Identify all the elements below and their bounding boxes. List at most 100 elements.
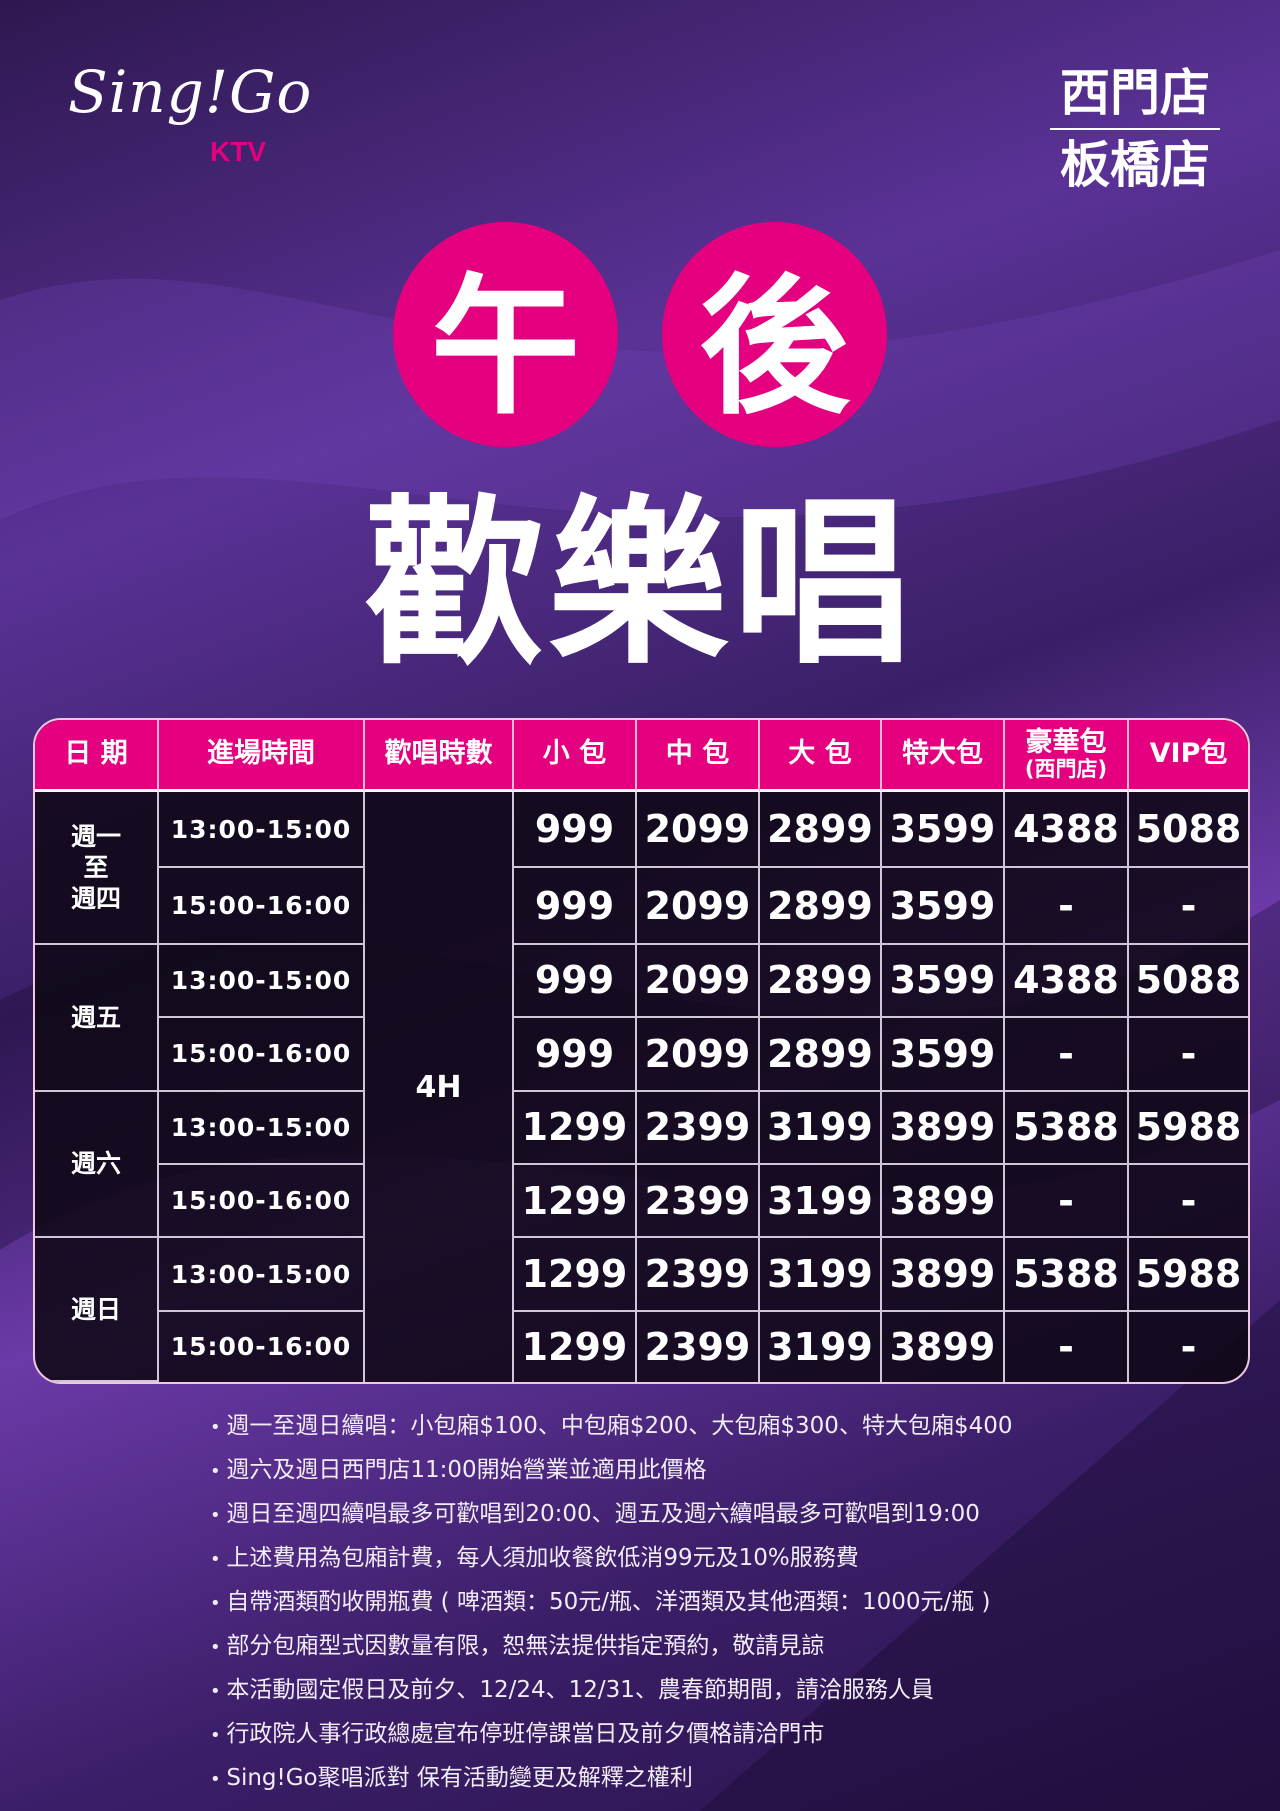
price-cell: 1299 [514, 1164, 637, 1239]
price-cell: - [1005, 1164, 1129, 1239]
price-cell: 2899 [760, 868, 882, 945]
price-cell: 2099 [637, 868, 760, 945]
note-item: 週日至週四續唱最多可歡唱到20:00、週五及週六續唱最多可歡唱到19:00 [210, 1493, 1012, 1537]
price-cell: 3199 [760, 1238, 882, 1312]
price-cell: 5388 [1005, 1091, 1129, 1165]
price-cell: - [1129, 1165, 1248, 1239]
store-list: 西門店 板橋店 [1050, 62, 1220, 196]
note-item: 本活動國定假日及前夕、12/24、12/31、農春節期間，請洽服務人員 [210, 1669, 1012, 1713]
header-deluxe: 豪華包 (西門店) [1005, 720, 1129, 792]
price-cell: - [1129, 868, 1248, 945]
price-cell: 2399 [637, 1311, 760, 1382]
price-cell: 3599 [882, 868, 1005, 945]
header-large: 大 包 [760, 720, 882, 792]
header-xlarge: 特大包 [882, 720, 1005, 792]
price-cell: 3599 [882, 1018, 1005, 1092]
header-vip: VIP包 [1129, 720, 1248, 792]
header-hours: 歡唱時數 [365, 720, 514, 792]
price-cell: 999 [514, 792, 637, 869]
price-cell: 3899 [882, 1091, 1005, 1165]
price-cell: 1299 [514, 1091, 637, 1165]
headline-circle-1: 午 [393, 222, 618, 447]
day-cell: 週日 [35, 1238, 159, 1382]
price-cell: 5988 [1129, 1092, 1248, 1165]
price-cell: - [1180, 1324, 1197, 1369]
time-cell: 13:00-15:00 [159, 792, 365, 869]
price-cell: 5088 [1129, 945, 1248, 1019]
hours-cell: 4H [365, 792, 514, 1382]
note-item: Sing!Go聚唱派對 保有活動變更及解釋之權利 [210, 1757, 1012, 1801]
day-cell: 週五 [35, 944, 159, 1092]
price-cell: 5088 [1129, 792, 1248, 869]
price-cell: 1299 [514, 1238, 637, 1312]
price-cell: 3199 [760, 1164, 882, 1239]
table-row: 週五 13:00-15:00 999 2099 2899 3599 4388 5088 [35, 944, 1248, 1092]
price-cell: 2399 [637, 1238, 760, 1312]
price-cell: 999 [514, 944, 637, 1019]
header-deluxe-label: 豪華包 [1025, 727, 1107, 759]
price-cell: 4388 [1005, 792, 1129, 869]
headline-circle-2: 後 [662, 222, 887, 447]
price-cell: 3199 [760, 1311, 882, 1382]
table-row: 15:00-16:00 1299 2399 3199 3899- - [35, 1164, 1248, 1239]
price-cell: 2899 [760, 944, 882, 1019]
time-cell: 13:00-15:00 [159, 1091, 365, 1165]
price-cell: 3899 [882, 1164, 1005, 1239]
time-cell: 15:00-16:00 [159, 1018, 365, 1092]
note-item: 自帶酒類酌收開瓶費 ( 啤酒類：50元/瓶、洋酒類及其他酒類：1000元/瓶 ) [210, 1581, 1012, 1625]
price-cell: 2099 [637, 792, 760, 869]
price-cell: - [1005, 1018, 1129, 1092]
day-cell: 週一 至 週四 [35, 792, 159, 945]
table-row: 15:00-16:00 999 2099 2899 3599- - [35, 1018, 1248, 1092]
price-cell: 2899 [760, 792, 882, 869]
price-cell: 999 [514, 868, 637, 945]
header-date: 日 期 [35, 720, 159, 792]
price-cell: 4388 [1005, 944, 1129, 1019]
store-ximen: 西門店 [1060, 64, 1210, 122]
price-cell: 5388 [1005, 1238, 1129, 1312]
price-cell: 999 [514, 1018, 637, 1092]
time-cell: 15:00-16:00 [159, 868, 365, 945]
day-cell: 週六 [35, 1091, 159, 1239]
time-cell: 13:00-15:00 [159, 1238, 365, 1312]
header-entry-time: 進場時間 [159, 720, 365, 792]
price-cell: 2899 [760, 1018, 882, 1092]
header-medium: 中 包 [637, 720, 760, 792]
note-item: 週一至週日續唱：小包廂$100、中包廂$200、大包廂$300、特大包廂$400 [210, 1405, 1012, 1449]
price-cell: - [1005, 868, 1129, 945]
price-cell: - [1129, 1018, 1248, 1092]
table-row: 週一 至 週四 13:00-15:00 4H 999 2099 2899 3599 4388 5… [35, 792, 1248, 1382]
table-row: 週六 13:00-15:00 1299 2399 3199 3899 5388 5988 [35, 1091, 1248, 1239]
table-row: 15:00-16:00 1299 2399 3199 3899- - [35, 1311, 1248, 1382]
price-cell: 2099 [637, 1018, 760, 1092]
price-cell: 3899 [882, 1238, 1005, 1312]
notes-list: 週一至週日續唱：小包廂$100、中包廂$200、大包廂$300、特大包廂$400… [210, 1405, 1012, 1801]
price-cell: 3899 [882, 1311, 1005, 1382]
time-cell: 15:00-16:00 [159, 1311, 365, 1382]
singgo-logo: Sing!Go KTV [68, 58, 313, 167]
price-cell: 2399 [637, 1164, 760, 1239]
logo-ktv: KTV [210, 136, 266, 167]
price-cell: 5988 [1129, 1238, 1248, 1312]
price-cell: 3599 [882, 792, 1005, 869]
price-cell: 1299 [514, 1311, 637, 1382]
note-item: 週六及週日西門店11:00開始營業並適用此價格 [210, 1449, 1012, 1493]
divider [1050, 128, 1220, 130]
table-row: 週日 13:00-15:00 1299 2399 3199 3899 5388 5988 [35, 1238, 1248, 1382]
store-banqiao: 板橋店 [1060, 136, 1210, 194]
header-small: 小 包 [514, 720, 637, 792]
price-cell: 3599 [882, 944, 1005, 1019]
price-table: 日 期 進場時間 歡唱時數 小 包 中 包 大 包 特大包 豪華包 (西門店) V… [33, 718, 1250, 1384]
headline-main: 歡樂唱 [363, 480, 916, 689]
note-item: 上述費用為包廂計費，每人須加收餐飲低消99元及10%服務費 [210, 1537, 1012, 1581]
note-item: 部分包廂型式因數量有限，恕無法提供指定預約，敬請見諒 [210, 1625, 1012, 1669]
price-cell: 2399 [637, 1091, 760, 1165]
price-cell: 2099 [637, 944, 760, 1019]
note-item: 行政院人事行政總處宣布停班停課當日及前夕價格請洽門市 [210, 1713, 1012, 1757]
table-row: 15:00-16:00 999 2099 2899 3599- - [35, 868, 1248, 945]
time-cell: 13:00-15:00 [159, 944, 365, 1019]
time-cell: 15:00-16:00 [159, 1164, 365, 1239]
logo-text: Sing!Go [68, 58, 313, 126]
price-cell: - [1005, 1311, 1129, 1382]
price-cell: 3199 [760, 1091, 882, 1165]
